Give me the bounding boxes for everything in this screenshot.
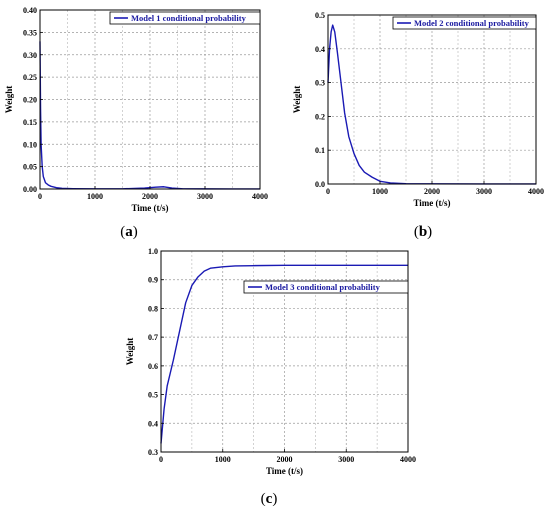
x-tick-label: 1000 (87, 192, 103, 201)
legend: Model 1 conditional probability (109, 11, 261, 25)
y-tick-label: 0.10 (23, 140, 37, 149)
x-tick-label: 4000 (528, 187, 544, 196)
y-tick-label: 0.00 (23, 185, 37, 194)
y-tick-label: 0.30 (23, 51, 37, 60)
y-tick-label: 0.25 (23, 73, 37, 82)
x-tick-label: 3000 (197, 192, 213, 201)
panel-label: (a) (120, 224, 138, 240)
y-tick-label: 0.1 (315, 146, 325, 155)
x-tick-label: 0 (38, 192, 42, 201)
legend-entry: Model 3 conditional probability (265, 282, 381, 292)
legend-box (243, 280, 409, 294)
legend-box (109, 11, 261, 25)
x-tick-label: 4000 (252, 192, 268, 201)
x-tick-label: 2000 (424, 187, 440, 196)
y-axis-label: Weight (4, 86, 14, 114)
y-tick-label: 0.9 (148, 276, 158, 285)
x-tick-label: 3000 (476, 187, 492, 196)
chart-panel-a: 0 1000 2000 3000 4000 0.00 0.05 0.10 0.15 0.20 0.2… (4, 6, 268, 240)
series-line-1 (160, 264, 408, 444)
panel-label: (c) (261, 491, 278, 507)
x-axis-label: Time (t/s) (266, 466, 303, 476)
x-tick-label: 3000 (338, 455, 354, 464)
legend: Model 2 conditional probability (392, 16, 537, 30)
x-tick-label: 0 (159, 455, 163, 464)
y-tick-label: 0.5 (315, 11, 325, 20)
y-tick-label: 0.7 (148, 333, 158, 342)
chart-panel-b: 0 1000 2000 3000 4000 0.0 0.1 0.2 0.3 0.4 0.5 Time … (292, 11, 544, 240)
y-tick-label: 1.0 (148, 247, 158, 256)
y-tick-label: 0.6 (148, 362, 158, 371)
y-tick-label: 0.5 (148, 391, 158, 400)
y-tick-label: 0.15 (23, 118, 37, 127)
x-tick-label: 0 (326, 187, 330, 196)
y-tick-label: 0.3 (148, 448, 158, 457)
legend-entry: Model 1 conditional probability (131, 13, 247, 23)
legend-box (392, 16, 537, 30)
y-tick-label: 0.8 (148, 304, 158, 313)
x-tick-label: 1000 (215, 455, 231, 464)
y-axis-label: Weight (292, 86, 302, 114)
panel-label: (b) (414, 224, 432, 240)
y-tick-label: 0.3 (315, 79, 325, 88)
legend: Model 3 conditional probability (243, 280, 409, 294)
x-axis-label: Time (t/s) (413, 198, 450, 208)
y-tick-label: 0.4 (148, 419, 158, 428)
x-tick-label: 4000 (400, 455, 416, 464)
chart-panel-c: 0 1000 2000 3000 4000 0.3 0.4 0.5 0.6 0.7 0.8 0.9 1.… (125, 247, 416, 507)
y-tick-label: 0.40 (23, 6, 37, 15)
y-tick-label: 0.35 (23, 28, 37, 37)
y-tick-label: 0.2 (315, 112, 325, 121)
x-tick-label: 2000 (277, 455, 293, 464)
y-tick-label: 0.0 (315, 180, 325, 189)
x-tick-label: 2000 (142, 192, 158, 201)
y-tick-label: 0.4 (315, 45, 325, 54)
x-tick-label: 1000 (372, 187, 388, 196)
x-axis-label: Time (t/s) (131, 203, 168, 213)
y-axis-label: Weight (125, 338, 135, 366)
y-tick-label: 0.20 (23, 96, 37, 105)
y-tick-label: 0.05 (23, 163, 37, 172)
legend-entry: Model 2 conditional probability (414, 18, 530, 28)
